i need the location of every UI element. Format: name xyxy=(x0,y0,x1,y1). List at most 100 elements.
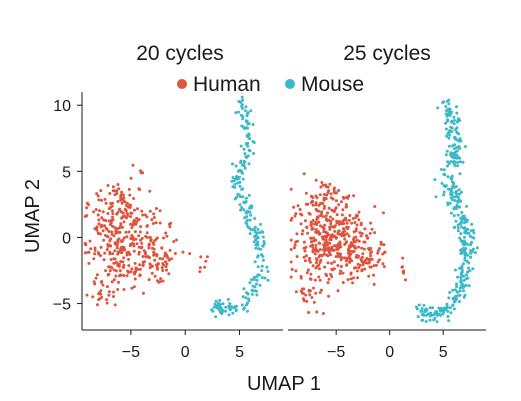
point-human xyxy=(350,249,354,253)
point-human xyxy=(93,252,97,256)
point-human xyxy=(313,278,317,282)
point-human xyxy=(132,238,135,242)
point-human xyxy=(352,230,356,234)
point-mouse xyxy=(238,195,242,199)
point-mouse xyxy=(243,216,247,220)
point-human xyxy=(326,233,330,237)
point-human xyxy=(376,260,380,264)
point-mouse xyxy=(425,313,429,317)
point-human xyxy=(366,236,370,240)
point-mouse xyxy=(240,206,244,210)
point-mouse xyxy=(442,193,446,197)
point-mouse xyxy=(453,199,457,202)
point-human xyxy=(86,250,90,254)
point-mouse xyxy=(435,320,439,324)
point-human xyxy=(101,210,105,214)
point-mouse xyxy=(463,145,467,149)
point-human xyxy=(303,249,307,253)
point-human xyxy=(316,250,320,253)
point-human xyxy=(303,259,307,263)
point-mouse xyxy=(241,177,245,181)
point-human xyxy=(102,238,106,242)
point-human xyxy=(326,185,330,189)
point-human xyxy=(149,239,153,243)
point-mouse xyxy=(460,249,464,253)
point-mouse xyxy=(452,300,456,304)
point-human xyxy=(125,235,129,239)
point-mouse xyxy=(445,302,449,306)
point-human xyxy=(101,283,105,287)
point-human xyxy=(120,201,124,205)
point-human xyxy=(353,266,356,270)
point-human xyxy=(115,246,119,250)
point-human xyxy=(334,206,338,210)
point-mouse xyxy=(446,119,449,123)
point-human xyxy=(148,256,151,260)
point-mouse xyxy=(439,168,443,171)
point-human xyxy=(112,278,116,282)
point-human xyxy=(119,249,123,253)
point-human xyxy=(112,234,116,238)
point-human xyxy=(321,215,325,219)
point-mouse xyxy=(266,270,270,273)
point-human xyxy=(95,192,99,196)
point-mouse xyxy=(456,161,459,164)
point-human xyxy=(308,293,312,297)
point-mouse xyxy=(459,199,463,203)
point-human xyxy=(161,257,165,261)
point-human xyxy=(135,242,139,246)
point-mouse xyxy=(240,188,244,191)
point-mouse xyxy=(421,318,425,322)
point-mouse xyxy=(256,228,260,231)
point-human xyxy=(108,192,112,195)
point-mouse xyxy=(232,306,236,310)
point-human xyxy=(307,211,311,215)
point-human xyxy=(311,227,315,231)
point-mouse xyxy=(471,247,475,251)
point-human xyxy=(145,231,149,235)
point-human xyxy=(134,222,138,226)
point-human xyxy=(93,282,97,286)
point-human xyxy=(113,249,117,253)
point-human xyxy=(343,233,347,237)
point-mouse xyxy=(459,238,463,242)
point-human xyxy=(372,273,376,277)
point-human xyxy=(304,191,308,195)
point-human xyxy=(372,264,376,268)
point-human xyxy=(294,290,298,294)
point-mouse xyxy=(244,296,248,300)
point-mouse xyxy=(215,306,219,310)
point-mouse xyxy=(446,203,450,207)
point-mouse xyxy=(234,309,238,313)
point-human xyxy=(140,236,144,240)
point-mouse xyxy=(452,195,456,199)
point-mouse xyxy=(244,105,248,109)
point-human xyxy=(334,236,338,240)
point-mouse xyxy=(245,142,248,145)
point-human xyxy=(314,246,318,250)
point-mouse xyxy=(446,315,450,318)
point-mouse xyxy=(466,276,470,280)
point-human xyxy=(164,231,168,235)
point-human xyxy=(111,218,115,222)
point-human xyxy=(141,263,145,267)
point-mouse xyxy=(233,182,237,186)
point-human xyxy=(83,242,87,246)
point-mouse xyxy=(464,241,468,245)
point-human xyxy=(116,183,120,186)
point-human xyxy=(298,208,302,211)
point-mouse xyxy=(459,280,463,284)
point-human xyxy=(108,250,112,254)
point-human xyxy=(331,197,335,201)
point-mouse xyxy=(251,140,255,143)
point-mouse xyxy=(456,226,460,230)
point-human xyxy=(334,199,338,203)
point-mouse xyxy=(452,153,456,157)
point-mouse xyxy=(469,251,472,255)
point-human xyxy=(133,277,137,281)
point-human xyxy=(316,230,320,234)
point-human xyxy=(140,241,144,245)
point-mouse xyxy=(240,104,244,108)
point-human xyxy=(327,251,331,254)
point-mouse xyxy=(240,95,244,99)
